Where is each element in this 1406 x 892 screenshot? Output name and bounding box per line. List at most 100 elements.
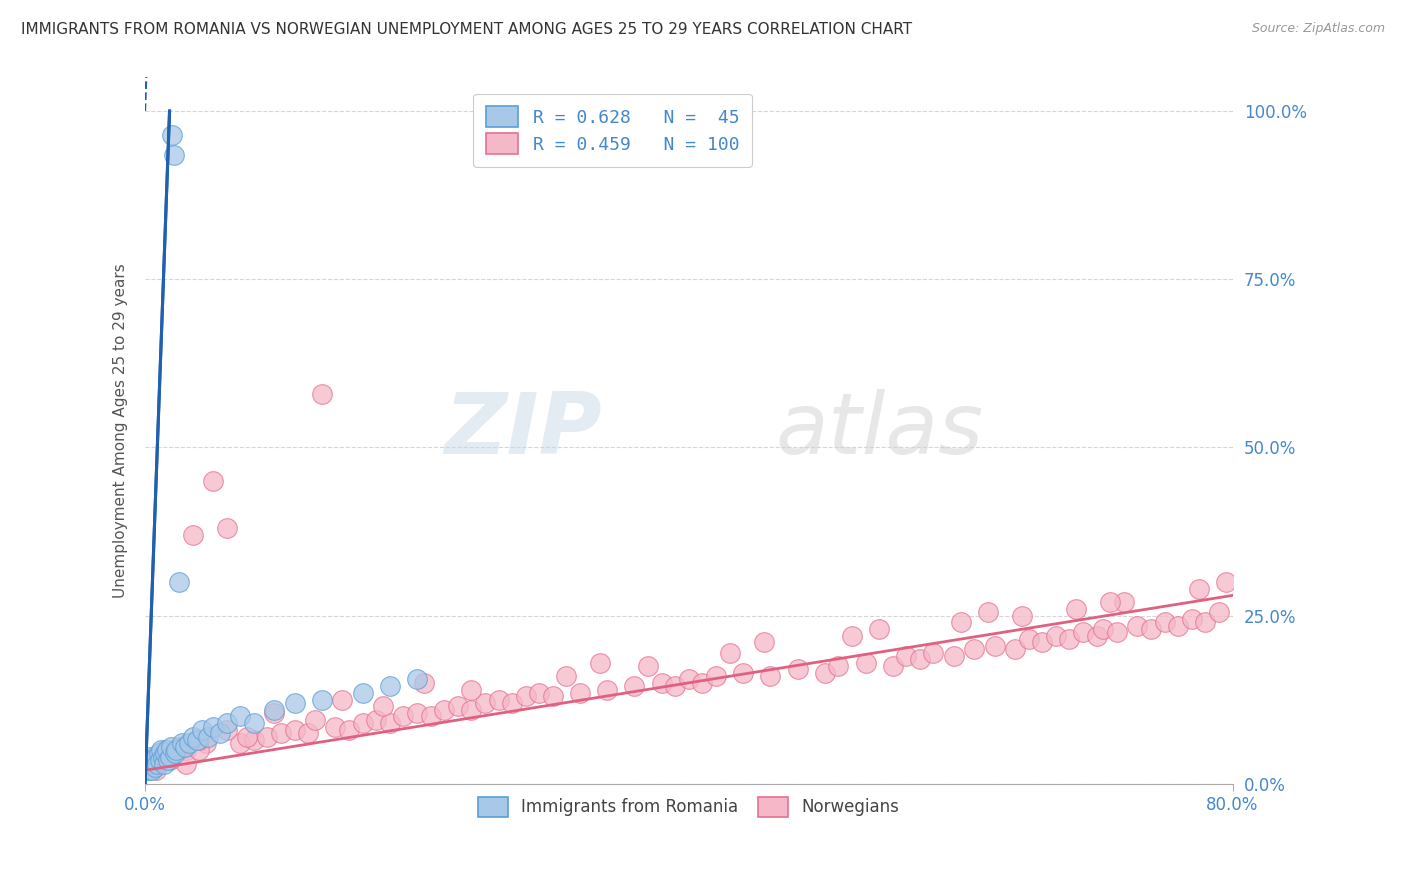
Point — [149, 753, 172, 767]
Point — [488, 692, 510, 706]
Point — [136, 756, 159, 771]
Point — [188, 733, 211, 747]
Point — [637, 659, 659, 673]
Point — [1085, 629, 1108, 643]
Point — [136, 760, 159, 774]
Text: IMMIGRANTS FROM ROMANIA VS NORWEGIAN UNEMPLOYMENT AMONG AGES 25 TO 29 YEARS CORR: IMMIGRANTS FROM ROMANIA VS NORWEGIAN UNE… — [21, 22, 912, 37]
Point — [155, 747, 177, 761]
Point — [378, 679, 401, 693]
Point — [159, 749, 181, 764]
Point — [1004, 642, 1026, 657]
Point — [718, 646, 741, 660]
Point — [1126, 618, 1149, 632]
Point — [165, 743, 187, 757]
Point — [311, 386, 333, 401]
Point — [841, 629, 863, 643]
Point — [202, 720, 225, 734]
Point — [1031, 635, 1053, 649]
Point — [284, 696, 307, 710]
Point — [814, 665, 837, 680]
Point — [474, 696, 496, 710]
Point — [153, 756, 176, 771]
Point — [243, 733, 266, 747]
Point — [949, 615, 972, 630]
Point — [447, 699, 470, 714]
Point — [1215, 574, 1237, 589]
Point — [181, 730, 204, 744]
Point — [1140, 622, 1163, 636]
Point — [515, 690, 537, 704]
Point — [191, 723, 214, 737]
Point — [1092, 622, 1115, 636]
Point — [162, 128, 184, 142]
Point — [167, 739, 190, 754]
Point — [152, 749, 174, 764]
Point — [569, 686, 592, 700]
Point — [855, 656, 877, 670]
Point — [177, 736, 200, 750]
Point — [215, 716, 238, 731]
Point — [142, 753, 165, 767]
Point — [162, 148, 184, 162]
Point — [141, 753, 163, 767]
Point — [243, 716, 266, 731]
Y-axis label: Unemployment Among Ages 25 to 29 years: Unemployment Among Ages 25 to 29 years — [114, 263, 128, 598]
Point — [963, 642, 986, 657]
Point — [167, 574, 190, 589]
Point — [141, 764, 163, 778]
Point — [882, 659, 904, 673]
Point — [157, 753, 180, 767]
Point — [304, 713, 326, 727]
Point — [1045, 629, 1067, 643]
Point — [163, 747, 186, 761]
Point — [155, 743, 177, 757]
Point — [297, 726, 319, 740]
Point — [156, 743, 179, 757]
Point — [139, 749, 162, 764]
Point — [827, 659, 849, 673]
Point — [197, 730, 219, 744]
Point — [150, 743, 173, 757]
Point — [284, 723, 307, 737]
Point — [1112, 595, 1135, 609]
Point — [692, 676, 714, 690]
Point — [977, 605, 1000, 619]
Point — [651, 676, 673, 690]
Point — [596, 682, 619, 697]
Point — [541, 690, 564, 704]
Legend: Immigrants from Romania, Norwegians: Immigrants from Romania, Norwegians — [470, 789, 908, 825]
Point — [263, 703, 285, 717]
Point — [172, 739, 194, 754]
Point — [215, 723, 238, 737]
Point — [138, 764, 160, 778]
Point — [678, 673, 700, 687]
Point — [529, 686, 551, 700]
Point — [145, 749, 167, 764]
Point — [337, 723, 360, 737]
Point — [378, 716, 401, 731]
Point — [160, 739, 183, 754]
Point — [352, 716, 374, 731]
Point — [555, 669, 578, 683]
Point — [162, 747, 184, 761]
Point — [170, 736, 193, 750]
Point — [1099, 595, 1122, 609]
Point — [1011, 608, 1033, 623]
Point — [188, 743, 211, 757]
Point — [174, 756, 197, 771]
Point — [868, 622, 890, 636]
Point — [1071, 625, 1094, 640]
Point — [942, 648, 965, 663]
Point — [208, 726, 231, 740]
Point — [229, 736, 252, 750]
Point — [664, 679, 686, 693]
Point — [460, 703, 482, 717]
Point — [229, 709, 252, 723]
Point — [256, 730, 278, 744]
Point — [419, 709, 441, 723]
Point — [1105, 625, 1128, 640]
Point — [406, 706, 429, 720]
Point — [159, 753, 181, 767]
Point — [236, 730, 259, 744]
Point — [352, 686, 374, 700]
